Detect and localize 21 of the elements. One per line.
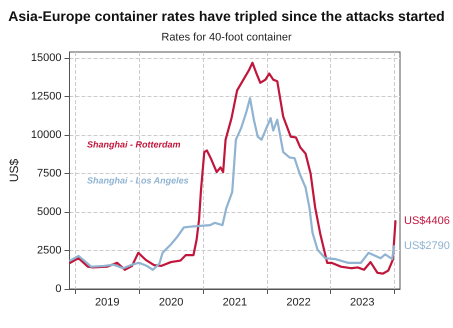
chart-title: Asia-Europe container rates have tripled since the attacks started [8, 8, 445, 24]
x-tick-label: 2019 [94, 296, 120, 308]
y-tick-label: 7500 [37, 168, 62, 180]
y-tick-label: 15000 [30, 52, 62, 64]
y-tick-label: 10000 [30, 129, 62, 142]
chart-subtitle: Rates for 40-foot container [161, 32, 292, 44]
line-series [69, 97, 396, 271]
x-tick-label: 2020 [158, 296, 184, 308]
line-series [69, 62, 397, 275]
x-tick-label: 2021 [222, 296, 248, 308]
y-tick-label: 12500 [30, 90, 62, 103]
annotation: US$2790 [404, 240, 450, 252]
text: Shanghai - Rotterdam [87, 140, 181, 150]
y-axis-title: US$ [7, 158, 21, 182]
y-tick-label: 2500 [37, 244, 62, 257]
annotation: US$4406 [404, 215, 450, 228]
x-tick-label: 2023 [350, 296, 375, 308]
x-tick-label: 2022 [286, 296, 311, 308]
y-tick-label: 0 [55, 283, 62, 295]
y-tick-label: 5000 [37, 206, 62, 218]
text: Shanghai - Los Angeles [87, 176, 189, 186]
